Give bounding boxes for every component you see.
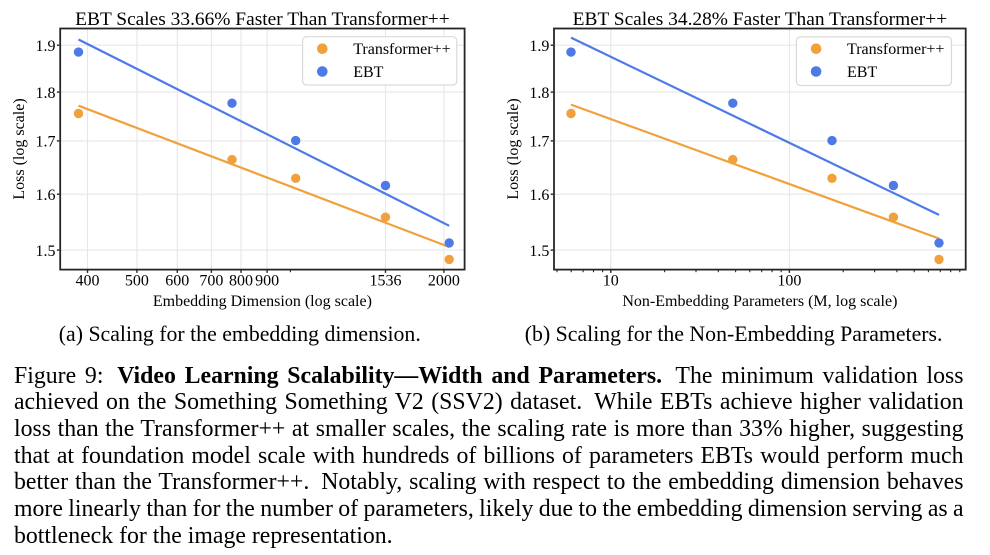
svg-text:1.8: 1.8 [529, 85, 549, 102]
svg-text:Transformer++: Transformer++ [847, 41, 944, 58]
svg-text:600: 600 [165, 273, 189, 290]
svg-text:1.9: 1.9 [36, 38, 56, 55]
svg-text:EBT Scales 33.66% Faster Than: EBT Scales 33.66% Faster Than Transforme… [75, 9, 449, 30]
svg-text:10: 10 [603, 273, 619, 290]
svg-text:1.5: 1.5 [529, 243, 549, 260]
svg-text:1.7: 1.7 [36, 134, 56, 151]
svg-text:Loss (log scale): Loss (log scale) [505, 98, 522, 199]
svg-text:EBT: EBT [847, 64, 877, 81]
svg-text:Transformer++: Transformer++ [353, 41, 450, 58]
svg-text:100: 100 [777, 273, 801, 290]
svg-text:700: 700 [199, 273, 223, 290]
svg-text:500: 500 [125, 273, 149, 290]
svg-text:Embedding Dimension (log scale: Embedding Dimension (log scale) [153, 293, 372, 310]
svg-text:1.7: 1.7 [529, 134, 549, 151]
svg-text:Loss (log scale): Loss (log scale) [11, 98, 28, 199]
svg-text:1.9: 1.9 [529, 38, 549, 55]
svg-text:2000: 2000 [428, 273, 460, 290]
svg-text:1536: 1536 [370, 273, 402, 290]
svg-text:400: 400 [76, 273, 100, 290]
svg-text:1.5: 1.5 [36, 243, 56, 260]
svg-text:900: 900 [255, 273, 279, 290]
svg-text:1.6: 1.6 [529, 187, 549, 204]
svg-text:EBT Scales 34.28% Faster Than: EBT Scales 34.28% Faster Than Transforme… [573, 9, 947, 30]
svg-text:Non-Embedding Parameters (M, l: Non-Embedding Parameters (M, log scale) [622, 293, 897, 310]
svg-text:1.8: 1.8 [36, 85, 56, 102]
svg-text:EBT: EBT [353, 64, 383, 81]
svg-text:800: 800 [229, 273, 253, 290]
svg-text:1.6: 1.6 [36, 187, 56, 204]
